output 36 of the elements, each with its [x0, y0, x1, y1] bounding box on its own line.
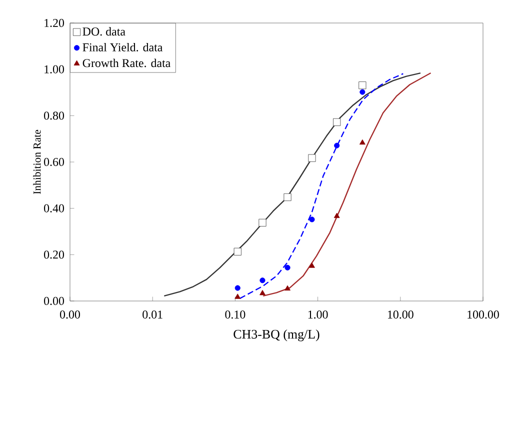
y-axis-title: Inhibition Rate — [33, 130, 41, 194]
point — [284, 264, 290, 270]
point — [359, 139, 366, 145]
point — [284, 285, 290, 291]
point — [234, 248, 242, 256]
x-tick-label: 100.00 — [468, 310, 499, 319]
legend-label: Growth Rate. data — [82, 58, 170, 68]
x-tick-label: 10.00 — [388, 310, 414, 319]
x-tick-label: 0.10 — [225, 310, 246, 319]
y-tick-label: 1.00 — [44, 65, 64, 74]
point — [234, 285, 240, 291]
x-tick-label: 0.00 — [60, 310, 80, 319]
x-axis-title: CH3-BQ (mg/L) — [234, 329, 320, 342]
y-tick-label: 0.60 — [44, 158, 64, 166]
point — [308, 154, 316, 162]
point — [358, 82, 366, 90]
legend-label: Final Yield. data — [82, 42, 163, 52]
point — [260, 278, 266, 284]
point — [260, 290, 266, 296]
point — [309, 262, 315, 268]
point — [334, 212, 340, 218]
x-tick-label: 1.00 — [308, 310, 328, 319]
y-tick-label: 0.00 — [44, 296, 64, 306]
point — [360, 89, 366, 95]
point — [234, 294, 241, 299]
x-tick-label: 0.01 — [142, 310, 162, 319]
y-tick-label: 0.80 — [44, 112, 64, 120]
point — [334, 142, 340, 148]
point — [258, 218, 266, 226]
y-tick-label: 1.20 — [44, 18, 64, 28]
y-tick-label: 0.40 — [44, 204, 64, 212]
point — [333, 118, 341, 126]
point — [284, 193, 292, 201]
legend-label: DO. data — [82, 27, 126, 36]
point — [309, 216, 315, 222]
y-tick-label: 0.20 — [44, 250, 64, 259]
